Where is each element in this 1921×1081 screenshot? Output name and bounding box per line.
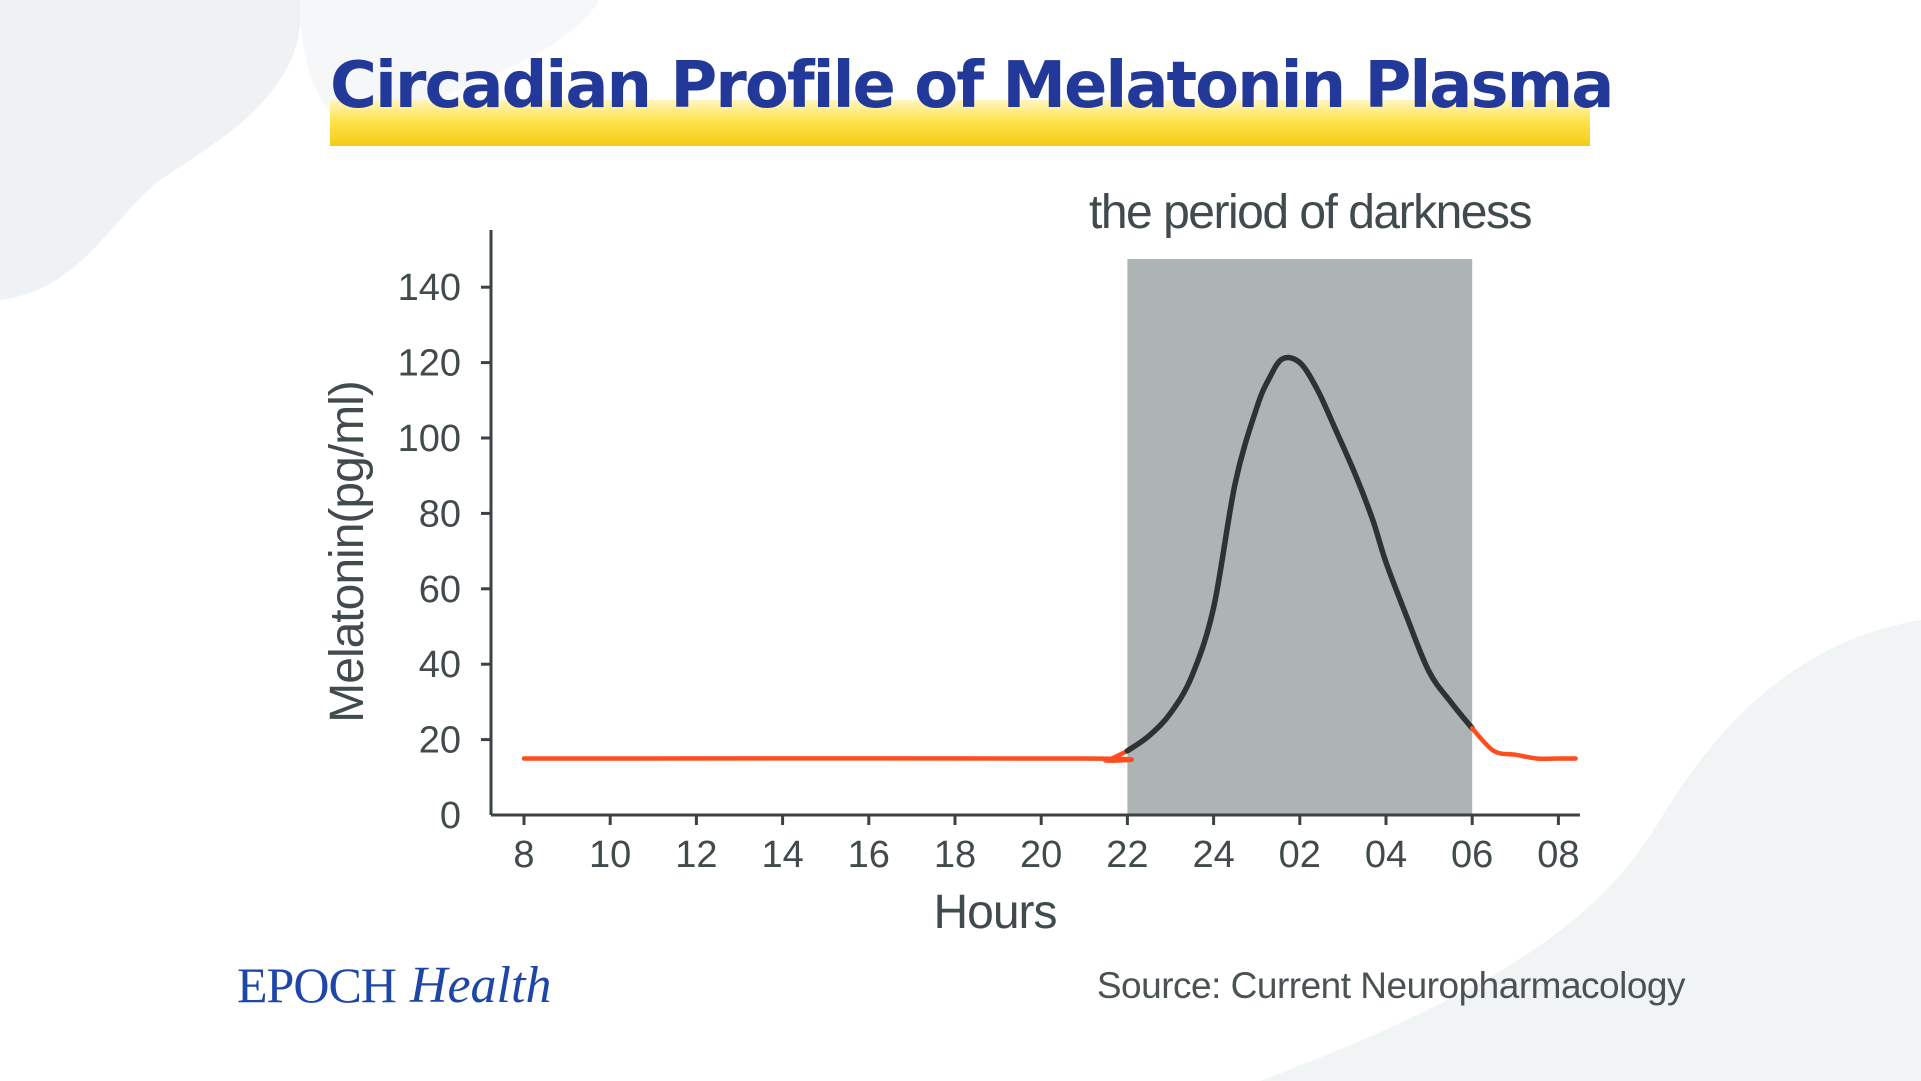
y-tick-label: 80 (419, 493, 461, 535)
chart-title: Circadian Profile of Melatonin Plasma (330, 49, 1614, 123)
x-tick-label: 22 (1106, 834, 1148, 876)
melatonin-curve-light-before (521, 748, 1135, 763)
melatonin-curve-darkness (1124, 354, 1475, 754)
x-tick-label: 08 (1537, 834, 1579, 876)
y-tick-label: 100 (398, 418, 461, 460)
melatonin-curve-light-after (1469, 726, 1578, 762)
x-tick-label: 06 (1451, 834, 1493, 876)
epoch-health-logo: EPOCH Health (237, 955, 551, 1015)
x-tick-label: 8 (513, 834, 534, 876)
title-highlight-bar (330, 100, 1590, 146)
logo-sub-text: Health (409, 957, 552, 1014)
darkness-period-label: the period of darkness (1089, 186, 1531, 239)
x-tick-label: 24 (1192, 834, 1234, 876)
x-tick-label: 02 (1279, 834, 1321, 876)
y-tick-label: 40 (419, 644, 461, 686)
x-axis-title: Hours (933, 886, 1056, 939)
x-axis-ticks: 8 10 12 14 16 18 20 22 24 02 04 06 08 (513, 815, 1580, 876)
y-tick-label: 0 (440, 795, 461, 837)
y-tick-label: 60 (419, 569, 461, 611)
x-tick-label: 04 (1365, 834, 1407, 876)
x-tick-label: 18 (934, 834, 976, 876)
y-axis-title: Melatonin(pg/ml) (321, 381, 374, 722)
logo-brand-text: EPOCH (237, 957, 397, 1013)
y-tick-label: 120 (398, 343, 461, 385)
darkness-period-band (1127, 259, 1473, 815)
title-block: Circadian Profile of Melatonin Plasma (330, 40, 1614, 146)
y-axis-ticks: 0 20 40 60 80 100 120 140 (398, 267, 491, 837)
x-tick-label: 14 (761, 834, 803, 876)
x-tick-label: 12 (675, 834, 717, 876)
y-tick-label: 140 (398, 267, 461, 309)
source-note: Source: Current Neuropharmacology (1096, 965, 1686, 1006)
y-tick-label: 20 (419, 720, 461, 762)
x-tick-label: 20 (1020, 834, 1062, 876)
x-tick-label: 10 (589, 834, 631, 876)
x-tick-label: 16 (848, 834, 890, 876)
